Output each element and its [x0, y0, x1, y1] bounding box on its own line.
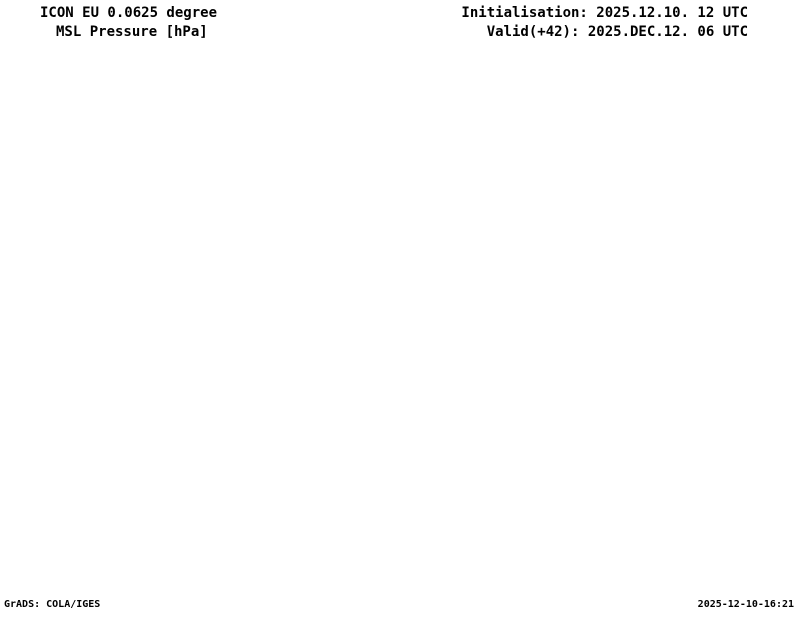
header-right: Initialisation: 2025.12.10. 12 UTC Valid… — [461, 4, 748, 42]
init-time-label: Initialisation: 2025.12.10. 12 UTC — [461, 5, 748, 21]
grads-credit: GrADS: COLA/IGES — [4, 599, 101, 610]
render-timestamp: 2025-12-10-16:21 — [697, 599, 794, 610]
model-title: ICON EU 0.0625 degree — [40, 5, 218, 21]
field-title: MSL Pressure [hPa] — [56, 24, 208, 40]
header-left: ICON EU 0.0625 degree MSL Pressure [hPa] — [40, 4, 217, 42]
valid-time-label: Valid(+42): 2025.DEC.12. 06 UTC — [486, 24, 748, 40]
